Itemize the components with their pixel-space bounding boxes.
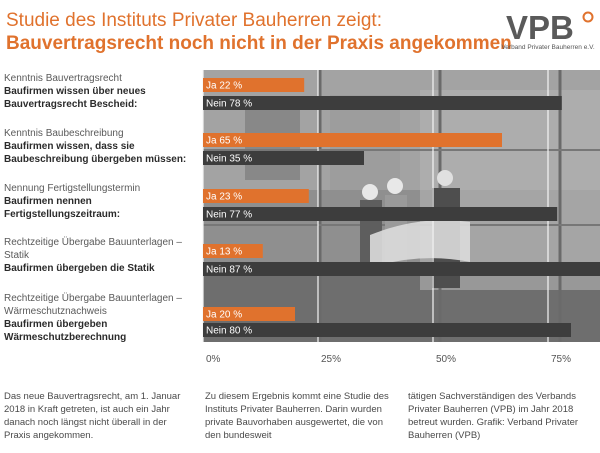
chart-background-photo — [203, 70, 600, 342]
x-tick-label-0: 0% — [206, 354, 221, 365]
footer-col-1: Das neue Bauvertragsrecht, am 1. Januar … — [4, 391, 181, 441]
bar-nein-3 — [203, 207, 558, 221]
data-label-ja-5: Ja 20 % — [206, 310, 242, 321]
bar-nein-5 — [203, 323, 571, 337]
row-label-2: Kenntnis Baubeschreibung Baufirmen wisse… — [4, 127, 200, 166]
data-label-nein-3: Nein 77 % — [206, 210, 252, 221]
data-label-nein-5: Nein 80 % — [206, 326, 252, 337]
chart-title-line2: Bauvertragsrecht noch nicht in der Praxi… — [6, 33, 512, 54]
chart-bars: Ja 22 % Ja 65 % Ja 23 % Ja 13 % Ja 20 % Nein … — [203, 78, 600, 337]
data-label-ja-2: Ja 65 % — [206, 136, 242, 147]
logo-subtitle: Verband Privater Bauherren e.V. — [501, 44, 595, 51]
row-label-3: Nennung Fertigstellungstermin Baufirmen … — [4, 182, 200, 221]
data-label-ja-4: Ja 13 % — [206, 247, 242, 258]
row-statement: Baufirmen nennen Fertigstellungszeitraum… — [4, 196, 121, 220]
bar-ja-4 — [203, 244, 263, 258]
row-question: Kenntnis Baubeschreibung — [4, 128, 124, 139]
vpb-logo-letters: VPB — [506, 9, 574, 46]
row-statement: Baufirmen wissen über neues Bauvertragsr… — [4, 86, 146, 110]
vpb-logo-mark: VPB — [506, 9, 594, 46]
x-tick-label-75: 75% — [551, 354, 571, 365]
row-label-1: Kenntnis Bauvertragsrecht Baufirmen wiss… — [4, 72, 200, 111]
bar-nein-4 — [203, 262, 600, 276]
x-tick-label-50: 50% — [436, 354, 456, 365]
row-statement: Baufirmen übergeben die Statik — [4, 263, 155, 274]
data-label-nein-2: Nein 35 % — [206, 154, 252, 165]
bar-ja-2 — [203, 133, 502, 147]
row-label-5: Rechtzeitige Übergabe Bauunterlagen – Wä… — [4, 292, 200, 344]
footer-col-2: Zu diesem Ergebnis kommt eine Studie des… — [205, 391, 389, 441]
row-question: Kenntnis Bauvertragsrecht — [4, 73, 122, 84]
data-label-nein-4: Nein 87 % — [206, 265, 252, 276]
vpb-logo: VPB Verband Privater Bauherren e.V. — [500, 6, 596, 62]
bar-nein-1 — [203, 96, 562, 110]
bar-ja-5 — [203, 307, 295, 321]
row-question: Nennung Fertigstellungstermin — [4, 183, 141, 194]
bar-nein-2 — [203, 151, 364, 165]
bar-ja-3 — [203, 189, 309, 203]
chart-title-line1: Studie des Instituts Privater Bauherren … — [6, 10, 382, 31]
chart-gridlines — [202, 70, 549, 342]
data-label-ja-1: Ja 22 % — [206, 81, 242, 92]
bar-ja-1 — [203, 78, 305, 92]
x-axis-ticks: 0% 25% 50% 75% — [206, 354, 571, 365]
data-label-nein-1: Nein 78 % — [206, 99, 252, 110]
data-label-ja-3: Ja 23 % — [206, 192, 242, 203]
row-statement: Baufirmen wissen, dass sie Baubeschreibu… — [4, 141, 187, 165]
logo-accent-ring — [582, 11, 594, 23]
x-tick-label-25: 25% — [321, 354, 341, 365]
row-question: Rechtzeitige Übergabe Bauunterlagen – Wä… — [4, 293, 182, 317]
row-statement: Baufirmen übergeben Wärmeschutzberechnun… — [4, 319, 127, 343]
row-question: Rechtzeitige Übergabe Bauunterlagen – St… — [4, 237, 182, 261]
row-label-4: Rechtzeitige Übergabe Bauunterlagen – St… — [4, 236, 200, 275]
footer-col-3: tätigen Sachverständigen des Verbands Pr… — [408, 391, 579, 441]
